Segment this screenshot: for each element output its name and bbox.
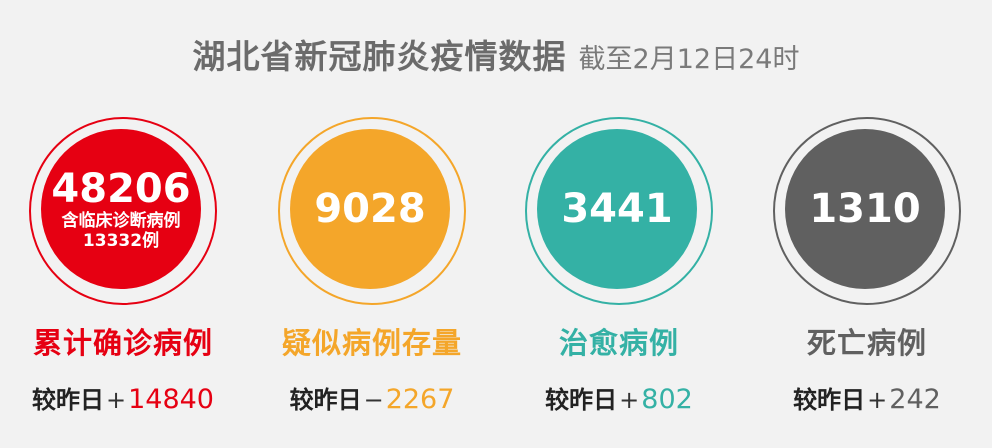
stat-disc: 9028 bbox=[290, 129, 450, 289]
stat-value: 3441 bbox=[561, 186, 673, 232]
stat-disc: 1310 bbox=[785, 129, 945, 289]
page-title: 湖北省新冠肺炎疫情数据 bbox=[192, 37, 567, 76]
stat-label: 疑似病例存量 bbox=[281, 326, 462, 360]
stat-note-line2: 13332例 bbox=[82, 231, 160, 251]
stat-card-confirmed: 48206 含临床诊断病例 13332例 累计确诊病例 较昨日 + 14840 bbox=[23, 117, 223, 437]
stat-disc: 3441 bbox=[537, 129, 697, 289]
stat-note-line1: 含临床诊断病例 bbox=[61, 210, 181, 231]
stat-value: 9028 bbox=[314, 186, 426, 232]
stat-delta: 较昨日 + 14840 bbox=[23, 380, 223, 415]
delta-value: 802 bbox=[641, 384, 693, 415]
delta-value: 14840 bbox=[128, 384, 214, 415]
stat-delta: 较昨日 + 242 bbox=[767, 380, 967, 415]
delta-value: 242 bbox=[889, 384, 941, 415]
stat-value: 1310 bbox=[809, 186, 921, 232]
stat-delta: 较昨日 + 802 bbox=[519, 380, 719, 415]
delta-prefix: 较昨日 bbox=[289, 386, 362, 414]
delta-prefix: 较昨日 bbox=[545, 386, 618, 414]
stat-label: 死亡病例 bbox=[806, 326, 927, 360]
stat-label: 治愈病例 bbox=[558, 326, 679, 360]
stat-label: 累计确诊病例 bbox=[32, 326, 213, 360]
stat-card-suspected: 9028 疑似病例存量 较昨日 − 2267 bbox=[272, 117, 472, 437]
delta-sign: − bbox=[363, 386, 384, 414]
stat-card-deaths: 1310 死亡病例 较昨日 + 242 bbox=[767, 117, 967, 437]
stat-delta: 较昨日 − 2267 bbox=[272, 380, 472, 415]
page-subtitle: 截至2月12日24时 bbox=[578, 44, 800, 75]
stat-card-cured: 3441 治愈病例 较昨日 + 802 bbox=[519, 117, 719, 437]
delta-prefix: 较昨日 bbox=[793, 386, 866, 414]
delta-sign: + bbox=[867, 386, 888, 414]
delta-value: 2267 bbox=[385, 384, 455, 415]
delta-sign: + bbox=[105, 386, 127, 414]
delta-sign: + bbox=[619, 386, 640, 414]
header: 湖北省新冠肺炎疫情数据 截至2月12日24时 bbox=[0, 30, 992, 80]
delta-prefix: 较昨日 bbox=[31, 386, 104, 414]
stat-value: 48206 bbox=[51, 165, 191, 212]
stat-disc: 48206 含临床诊断病例 13332例 bbox=[41, 129, 201, 289]
